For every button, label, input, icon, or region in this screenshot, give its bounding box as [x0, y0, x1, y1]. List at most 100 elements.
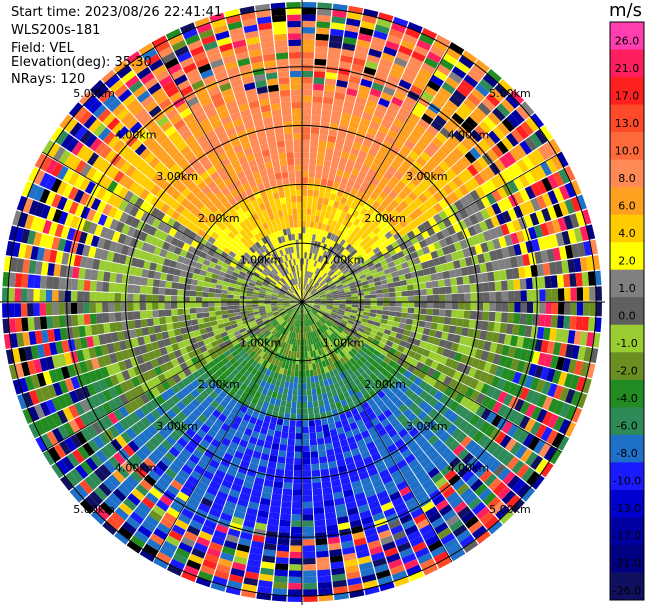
ppi-gate — [82, 348, 91, 361]
ppi-gate — [260, 272, 267, 279]
ppi-gate — [357, 295, 365, 299]
ppi-gate — [353, 413, 362, 422]
ppi-gate — [380, 360, 388, 369]
ppi-gate — [455, 159, 467, 172]
ppi-gate — [540, 340, 549, 353]
ppi-gate — [165, 196, 176, 207]
ppi-gate — [452, 478, 466, 491]
ppi-gate — [324, 237, 330, 245]
ppi-gate — [313, 305, 321, 308]
ppi-gate — [303, 307, 306, 315]
ppi-gate — [284, 362, 289, 370]
ppi-gate — [227, 305, 234, 310]
ppi-gate — [357, 374, 365, 383]
ppi-gate — [243, 362, 251, 370]
ppi-gate — [355, 204, 363, 213]
ppi-gate — [227, 309, 235, 314]
ppi-gate — [229, 336, 237, 343]
ppi-gate — [377, 373, 386, 382]
ppi-gate — [342, 191, 350, 199]
ppi-gate — [120, 431, 132, 444]
ppi-gate — [167, 267, 176, 275]
ppi-gate — [246, 271, 254, 277]
ppi-gate — [396, 180, 407, 191]
ppi-gate — [324, 338, 330, 346]
ppi-gate — [317, 320, 323, 327]
ppi-gate — [372, 209, 382, 219]
ppi-gate — [477, 434, 490, 447]
ppi-gate — [515, 445, 528, 460]
ppi-gate — [302, 508, 314, 515]
ppi-gate — [246, 348, 254, 355]
ppi-gate — [302, 20, 316, 28]
ppi-gate — [389, 227, 398, 236]
ppi-gate — [137, 501, 152, 515]
ppi-gate — [435, 148, 448, 160]
ppi-gate — [264, 354, 271, 362]
ppi-gate — [109, 322, 117, 333]
ppi-gate — [448, 473, 461, 486]
ppi-gate — [556, 274, 565, 288]
ppi-gate — [210, 320, 218, 327]
ppi-gate — [95, 449, 108, 464]
ppi-gate — [280, 437, 288, 445]
ppi-gate — [48, 221, 58, 236]
ppi-gate — [435, 499, 449, 512]
ppi-gate — [319, 334, 324, 341]
ppi-gate — [442, 324, 451, 333]
ppi-gate — [59, 264, 68, 278]
ppi-gate — [444, 452, 457, 464]
ppi-gate — [219, 231, 228, 240]
ppi-gate — [317, 581, 333, 589]
ppi-gate — [379, 323, 387, 329]
ppi-gate — [96, 187, 107, 200]
ppi-gate — [315, 285, 322, 291]
ppi-gate — [306, 345, 310, 352]
ppi-gate — [282, 387, 289, 395]
ppi-gate — [150, 409, 162, 420]
ppi-gate — [233, 477, 245, 487]
ppi-gate — [284, 381, 290, 389]
ppi-gate — [431, 223, 441, 234]
ppi-gate — [293, 351, 297, 358]
ppi-gate — [412, 541, 427, 553]
ppi-gate — [569, 374, 580, 390]
ppi-gate — [226, 269, 234, 276]
ppi-gate — [304, 314, 306, 321]
ppi-gate — [63, 239, 73, 253]
ppi-gate — [60, 225, 70, 239]
ppi-gate — [505, 323, 514, 335]
ppi-gate — [344, 94, 357, 103]
ppi-gate — [212, 239, 221, 248]
ppi-gate — [314, 274, 319, 281]
ppi-gate — [148, 509, 163, 523]
ppi-gate — [318, 190, 325, 198]
ppi-gate — [181, 218, 191, 228]
ppi-gate — [189, 302, 196, 308]
ppi-gate — [343, 391, 351, 399]
ppi-gate — [381, 474, 393, 485]
ppi-gate — [312, 488, 323, 496]
ppi-gate — [432, 337, 441, 346]
ppi-gate — [485, 179, 497, 192]
ppi-gate — [223, 247, 231, 255]
ppi-gate — [165, 467, 178, 479]
ppi-gate — [292, 325, 296, 333]
ppi-gate — [359, 336, 367, 343]
ppi-gate — [345, 24, 360, 33]
ppi-gate — [392, 570, 408, 581]
ppi-gate — [461, 327, 469, 337]
ppi-gate — [589, 286, 596, 301]
ppi-gate — [310, 331, 314, 339]
ppi-gate — [507, 207, 518, 221]
ppi-gate — [418, 33, 435, 46]
ppi-gate — [67, 186, 79, 201]
ppi-gate — [220, 552, 235, 562]
ppi-gate — [67, 339, 76, 352]
ppi-gate — [313, 293, 320, 297]
ppi-gate — [368, 48, 383, 58]
ppi-gate — [270, 499, 282, 508]
ppi-gate — [215, 315, 223, 321]
ppi-gate — [328, 397, 335, 405]
ppi-gate — [155, 210, 166, 221]
